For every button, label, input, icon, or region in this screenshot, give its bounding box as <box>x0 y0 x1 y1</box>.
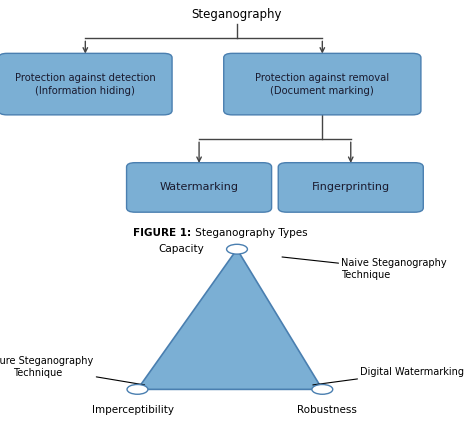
Text: Secure Steganography
Technique: Secure Steganography Technique <box>0 356 145 385</box>
FancyBboxPatch shape <box>0 53 172 115</box>
FancyBboxPatch shape <box>278 163 423 212</box>
Text: Imperceptibility: Imperceptibility <box>92 405 173 415</box>
Circle shape <box>227 244 247 254</box>
Text: Steganography: Steganography <box>192 8 282 21</box>
Text: Watermarking: Watermarking <box>160 182 238 192</box>
FancyBboxPatch shape <box>224 53 421 115</box>
Text: Steganography Types: Steganography Types <box>192 228 308 238</box>
Text: Fingerprinting: Fingerprinting <box>312 182 390 192</box>
Text: Protection against removal
(Document marking): Protection against removal (Document mar… <box>255 73 389 96</box>
Circle shape <box>127 384 148 394</box>
FancyBboxPatch shape <box>127 163 272 212</box>
Text: Capacity: Capacity <box>158 244 204 254</box>
Text: Protection against detection
(Information hiding): Protection against detection (Informatio… <box>15 73 155 96</box>
Circle shape <box>312 384 333 394</box>
Text: Naive Steganography
Technique: Naive Steganography Technique <box>282 257 447 280</box>
Text: Robustness: Robustness <box>297 405 357 415</box>
Polygon shape <box>137 249 322 389</box>
Text: Digital Watermarking: Digital Watermarking <box>313 367 464 385</box>
Text: FIGURE 1:: FIGURE 1: <box>133 228 191 238</box>
